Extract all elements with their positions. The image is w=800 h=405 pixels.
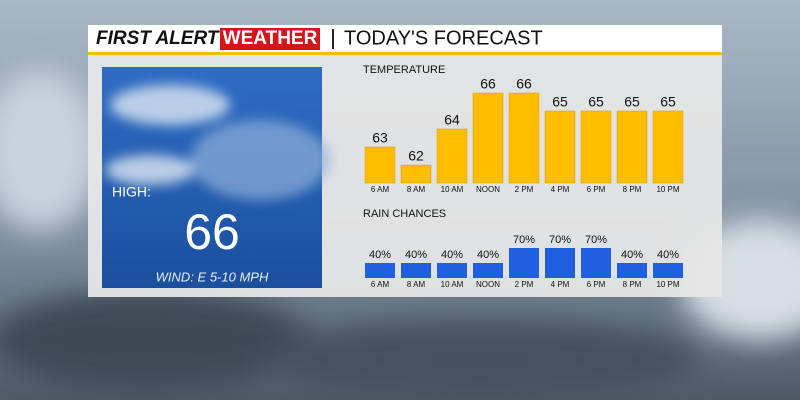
bar <box>365 263 395 278</box>
x-tick-label: 10 AM <box>441 185 464 194</box>
bar <box>580 110 612 184</box>
brand-first: FIRST ALERT <box>96 28 220 49</box>
value-label: 70% <box>585 234 607 246</box>
bar <box>436 128 468 184</box>
clouds <box>0 70 800 400</box>
value-label: 40% <box>621 249 643 261</box>
value-label: 66 <box>516 76 532 92</box>
x-tick-label: 10 AM <box>441 280 464 289</box>
value-label: 40% <box>369 249 391 261</box>
value-label: 70% <box>549 234 571 246</box>
high-value: 66 <box>184 204 240 260</box>
value-label: 70% <box>513 234 535 246</box>
header-title: TODAY'S FORECAST <box>344 27 543 49</box>
bar <box>508 92 540 184</box>
bar <box>544 110 576 184</box>
x-tick-label: NOON <box>476 280 500 289</box>
x-tick-label: 8 AM <box>407 185 426 194</box>
value-label: 40% <box>477 249 499 261</box>
value-label: 63 <box>372 130 388 146</box>
bar <box>581 248 611 278</box>
chart-title: RAIN CHANCES <box>363 208 446 220</box>
value-label: 62 <box>408 148 424 164</box>
x-tick-label: 6 AM <box>371 185 390 194</box>
bar <box>472 92 504 184</box>
value-label: 65 <box>552 94 568 110</box>
wind: WIND: E 5-10 MPH <box>156 269 269 284</box>
value-label: 65 <box>624 94 640 110</box>
bar <box>509 248 539 278</box>
x-tick-label: 4 PM <box>551 280 570 289</box>
x-tick-label: 6 PM <box>587 280 606 289</box>
x-tick-label: 10 PM <box>656 280 679 289</box>
x-tick-label: 6 PM <box>587 185 606 194</box>
bar <box>400 164 432 184</box>
value-label: 40% <box>441 249 463 261</box>
bar <box>545 248 575 278</box>
header-rule <box>88 52 722 55</box>
high-label: HIGH: <box>112 184 151 200</box>
bar <box>652 110 684 184</box>
value-label: 65 <box>660 94 676 110</box>
bar <box>653 263 683 278</box>
bar <box>473 263 503 278</box>
bar <box>617 263 647 278</box>
x-tick-label: 2 PM <box>515 280 534 289</box>
box-clouds <box>105 85 330 200</box>
header-bar <box>88 25 722 53</box>
x-tick-label: NOON <box>476 185 500 194</box>
value-label: 64 <box>444 112 460 128</box>
bar <box>364 146 396 184</box>
value-label: 40% <box>405 249 427 261</box>
x-tick-label: 6 AM <box>371 280 390 289</box>
brand-second: WEATHER <box>223 28 318 49</box>
brand-box <box>220 28 320 50</box>
bar <box>401 263 431 278</box>
bar <box>437 263 467 278</box>
x-tick-label: 8 PM <box>623 280 642 289</box>
x-tick-label: 2 PM <box>515 185 534 194</box>
x-tick-label: 8 AM <box>407 280 426 289</box>
x-tick-label: 10 PM <box>656 185 679 194</box>
bar <box>616 110 648 184</box>
value-label: 65 <box>588 94 604 110</box>
value-label: 66 <box>480 76 496 92</box>
x-tick-label: 4 PM <box>551 185 570 194</box>
value-label: 40% <box>657 249 679 261</box>
x-tick-label: 8 PM <box>623 185 642 194</box>
chart-title: TEMPERATURE <box>363 64 445 76</box>
